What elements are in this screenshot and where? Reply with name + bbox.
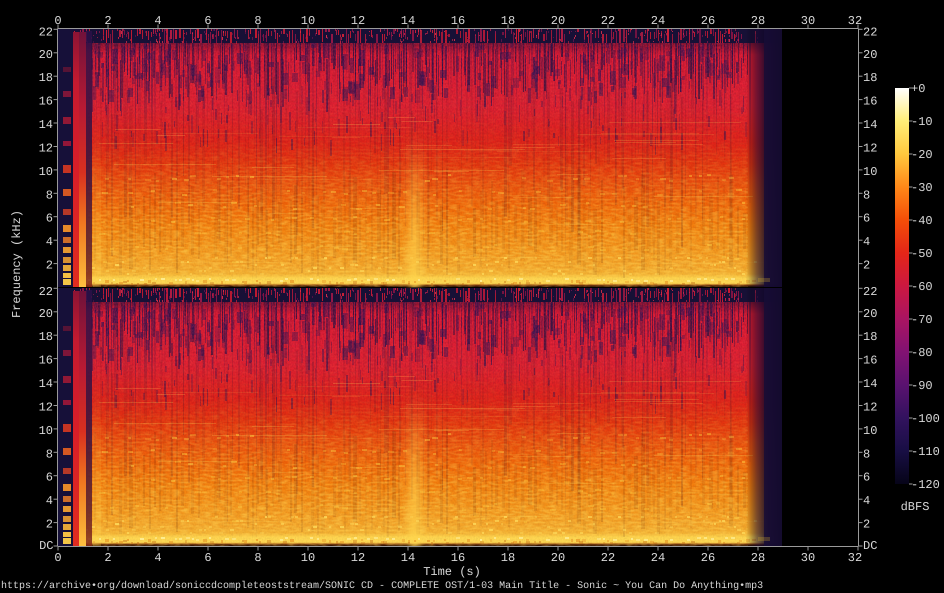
svg-text:2: 2 bbox=[46, 518, 53, 532]
svg-text:10: 10 bbox=[301, 14, 315, 28]
svg-text:-120: -120 bbox=[911, 478, 940, 492]
svg-text:12: 12 bbox=[351, 551, 365, 565]
svg-text:30: 30 bbox=[801, 14, 815, 28]
svg-text:10: 10 bbox=[863, 424, 877, 438]
svg-text:28: 28 bbox=[751, 14, 765, 28]
svg-text:18: 18 bbox=[501, 551, 515, 565]
svg-text:-50: -50 bbox=[911, 247, 933, 261]
svg-text:14: 14 bbox=[39, 118, 53, 132]
svg-text:12: 12 bbox=[39, 401, 53, 415]
svg-text:DC: DC bbox=[39, 539, 53, 553]
svg-text:2: 2 bbox=[104, 14, 111, 28]
svg-text:10: 10 bbox=[863, 165, 877, 179]
svg-text:14: 14 bbox=[401, 551, 415, 565]
svg-text:-10: -10 bbox=[911, 115, 933, 129]
svg-text:14: 14 bbox=[863, 377, 877, 391]
svg-text:12: 12 bbox=[351, 14, 365, 28]
svg-text:18: 18 bbox=[863, 71, 877, 85]
svg-text:16: 16 bbox=[451, 14, 465, 28]
svg-text:18: 18 bbox=[501, 14, 515, 28]
svg-text:10: 10 bbox=[301, 551, 315, 565]
svg-text:6: 6 bbox=[46, 471, 53, 485]
svg-text:-40: -40 bbox=[911, 214, 933, 228]
svg-text:8: 8 bbox=[863, 447, 870, 461]
svg-text:28: 28 bbox=[751, 551, 765, 565]
svg-text:6: 6 bbox=[204, 551, 211, 565]
svg-text:8: 8 bbox=[863, 188, 870, 202]
svg-text:4: 4 bbox=[154, 14, 161, 28]
svg-text:20: 20 bbox=[863, 307, 877, 321]
svg-text:2: 2 bbox=[863, 518, 870, 532]
svg-text:24: 24 bbox=[651, 14, 665, 28]
svg-text:10: 10 bbox=[39, 165, 53, 179]
svg-text:https://archive•org/download/s: https://archive•org/download/soniccdcomp… bbox=[1, 580, 763, 592]
svg-text:30: 30 bbox=[801, 551, 815, 565]
svg-text:-100: -100 bbox=[911, 412, 940, 426]
svg-text:6: 6 bbox=[863, 212, 870, 226]
svg-text:-110: -110 bbox=[911, 445, 940, 459]
svg-text:2: 2 bbox=[104, 551, 111, 565]
svg-text:18: 18 bbox=[39, 330, 53, 344]
svg-text:-80: -80 bbox=[911, 346, 933, 360]
svg-text:32: 32 bbox=[848, 14, 862, 28]
svg-text:26: 26 bbox=[701, 14, 715, 28]
svg-text:Time (s): Time (s) bbox=[423, 565, 481, 579]
svg-text:16: 16 bbox=[39, 95, 53, 109]
svg-text:DC: DC bbox=[863, 539, 877, 553]
svg-text:6: 6 bbox=[863, 471, 870, 485]
svg-text:22: 22 bbox=[601, 551, 615, 565]
svg-text:-70: -70 bbox=[911, 313, 933, 327]
svg-text:4: 4 bbox=[46, 235, 53, 249]
svg-text:4: 4 bbox=[863, 494, 870, 508]
svg-text:6: 6 bbox=[46, 212, 53, 226]
svg-text:-60: -60 bbox=[911, 280, 933, 294]
svg-text:16: 16 bbox=[863, 354, 877, 368]
svg-text:8: 8 bbox=[254, 14, 261, 28]
svg-text:16: 16 bbox=[863, 95, 877, 109]
svg-text:20: 20 bbox=[39, 48, 53, 62]
svg-text:-90: -90 bbox=[911, 379, 933, 393]
svg-text:8: 8 bbox=[46, 447, 53, 461]
svg-text:6: 6 bbox=[204, 14, 211, 28]
svg-text:-20: -20 bbox=[911, 148, 933, 162]
svg-text:22: 22 bbox=[601, 14, 615, 28]
svg-text:14: 14 bbox=[401, 14, 415, 28]
svg-text:18: 18 bbox=[39, 71, 53, 85]
svg-text:8: 8 bbox=[254, 551, 261, 565]
svg-text:10: 10 bbox=[39, 424, 53, 438]
svg-text:24: 24 bbox=[651, 551, 665, 565]
svg-text:-30: -30 bbox=[911, 181, 933, 195]
svg-text:20: 20 bbox=[863, 48, 877, 62]
svg-text:14: 14 bbox=[863, 118, 877, 132]
svg-text:12: 12 bbox=[863, 142, 877, 156]
svg-text:0: 0 bbox=[54, 551, 61, 565]
svg-text:Frequency (kHz): Frequency (kHz) bbox=[10, 210, 24, 318]
svg-text:12: 12 bbox=[39, 142, 53, 156]
svg-text:32: 32 bbox=[848, 551, 862, 565]
svg-text:22: 22 bbox=[39, 26, 53, 40]
svg-text:18: 18 bbox=[863, 330, 877, 344]
svg-text:4: 4 bbox=[863, 235, 870, 249]
svg-text:0: 0 bbox=[54, 14, 61, 28]
svg-text:22: 22 bbox=[39, 285, 53, 299]
svg-text:22: 22 bbox=[863, 285, 877, 299]
svg-text:2: 2 bbox=[46, 259, 53, 273]
svg-text:2: 2 bbox=[863, 259, 870, 273]
svg-text:20: 20 bbox=[551, 551, 565, 565]
svg-text:20: 20 bbox=[551, 14, 565, 28]
svg-text:+0: +0 bbox=[911, 82, 925, 96]
svg-text:8: 8 bbox=[46, 188, 53, 202]
svg-text:14: 14 bbox=[39, 377, 53, 391]
svg-text:4: 4 bbox=[46, 494, 53, 508]
svg-text:22: 22 bbox=[863, 26, 877, 40]
svg-text:12: 12 bbox=[863, 401, 877, 415]
svg-text:26: 26 bbox=[701, 551, 715, 565]
svg-text:16: 16 bbox=[451, 551, 465, 565]
svg-text:dBFS: dBFS bbox=[901, 500, 930, 514]
svg-text:4: 4 bbox=[154, 551, 161, 565]
svg-text:16: 16 bbox=[39, 354, 53, 368]
svg-text:20: 20 bbox=[39, 307, 53, 321]
